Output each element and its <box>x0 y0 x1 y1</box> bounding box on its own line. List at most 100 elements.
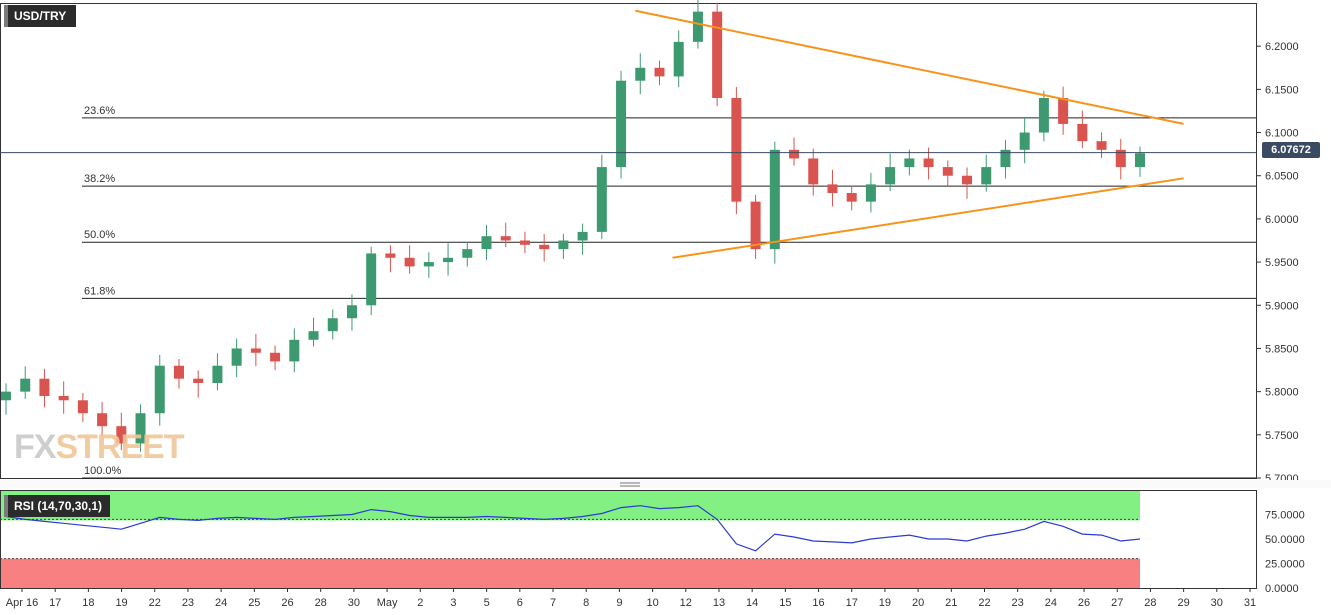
watermark: FXSTREET <box>14 428 185 467</box>
time-tick-label: 13 <box>713 597 725 609</box>
candle-body <box>789 149 800 159</box>
price-tick-label: 5.8500 <box>1265 343 1299 355</box>
time-tick-label: 3 <box>450 597 456 609</box>
time-tick-label: 18 <box>82 597 94 609</box>
candle-body <box>519 240 530 245</box>
candle-body <box>116 426 127 444</box>
time-tick-label: 25 <box>248 597 260 609</box>
candle-body <box>327 318 338 332</box>
candle-body <box>846 193 857 202</box>
candle-body <box>616 80 627 168</box>
candle-body <box>962 175 973 185</box>
candle-body <box>77 400 88 414</box>
candle-body <box>462 249 473 258</box>
candle-body <box>539 244 550 250</box>
candle-body <box>1135 153 1145 168</box>
price-pane <box>0 3 1257 479</box>
rsi-tick-label: 0.0000 <box>1265 583 1299 595</box>
candle-body <box>1077 123 1088 142</box>
time-tick-label: 30 <box>1211 597 1223 609</box>
price-tick-label: 5.9000 <box>1265 300 1299 312</box>
time-tick-label: May <box>377 597 398 609</box>
candle-body <box>385 253 396 258</box>
price-tick-label: 6.1500 <box>1265 84 1299 96</box>
candle-body <box>885 167 896 185</box>
candle-body <box>250 348 261 353</box>
candle-body <box>500 236 511 241</box>
price-tick-label: 5.8000 <box>1265 387 1299 399</box>
time-tick-label: 22 <box>149 597 161 609</box>
rsi-line <box>5 505 1141 552</box>
time-tick-label: 24 <box>215 597 227 609</box>
rsi-oversold-zone <box>1 558 1140 588</box>
triangle-resistance-line <box>635 9 1184 125</box>
candle-body <box>20 378 31 392</box>
candle-body <box>731 98 742 202</box>
rsi-tick-label: 25.0000 <box>1265 559 1305 571</box>
candle-body <box>212 365 223 383</box>
candle-body <box>423 262 434 267</box>
candle-body <box>769 149 780 250</box>
time-tick-label: 2 <box>417 597 423 609</box>
candle-body <box>673 41 684 77</box>
candle-body <box>135 413 146 444</box>
candle-body <box>1 391 11 401</box>
time-tick-label: 29 <box>1177 597 1189 609</box>
pane-divider <box>0 480 1331 488</box>
time-tick-label: 27 <box>1111 597 1123 609</box>
symbol-label: USD/TRY <box>4 5 77 27</box>
time-tick-label: 23 <box>182 597 194 609</box>
time-tick-label: 26 <box>1078 597 1090 609</box>
time-tick-label: 14 <box>746 597 758 609</box>
time-tick-label: 10 <box>646 597 658 609</box>
candle-body <box>270 352 281 362</box>
time-tick-label: 19 <box>879 597 891 609</box>
time-tick-label: 21 <box>945 597 957 609</box>
candle-body <box>1058 98 1069 124</box>
candle-body <box>808 158 819 185</box>
candle-body <box>712 11 723 98</box>
price-tick-label: 6.2000 <box>1265 41 1299 53</box>
time-tick-label: 23 <box>1012 597 1024 609</box>
candle-body <box>231 348 242 366</box>
candle-body <box>1096 141 1107 150</box>
time-tick-label: Apr 16 <box>6 597 38 609</box>
time-tick-label: 17 <box>49 597 61 609</box>
candle-body <box>942 167 953 176</box>
candle-body <box>1000 149 1011 168</box>
fibonacci-label: 50.0% <box>84 229 115 241</box>
time-tick-label: 22 <box>978 597 990 609</box>
fibonacci-label: 38.2% <box>84 173 115 185</box>
time-tick-label: 16 <box>812 597 824 609</box>
candle-body <box>827 184 838 193</box>
price-tick-label: 5.7500 <box>1265 430 1299 442</box>
rsi-tick-label: 50.0000 <box>1265 534 1305 546</box>
candle-body <box>750 201 761 250</box>
price-tick-label: 6.1000 <box>1265 128 1299 140</box>
time-tick-label: 19 <box>115 597 127 609</box>
candle-body <box>58 395 69 401</box>
rsi-tick-label: 75.0000 <box>1265 510 1305 522</box>
candle-body <box>1019 132 1030 150</box>
candle-body <box>596 167 607 232</box>
rsi-indicator-label: RSI (14,70,30,1) <box>4 495 111 517</box>
candle-body <box>635 67 646 81</box>
candle-body <box>865 184 876 202</box>
time-tick-label: 5 <box>484 597 490 609</box>
candle-body <box>39 378 50 396</box>
time-tick-label: 20 <box>912 597 924 609</box>
candle-body <box>1115 149 1126 168</box>
time-tick-label: 6 <box>517 597 523 609</box>
triangle-support-line <box>672 177 1184 259</box>
candle-body <box>97 413 108 427</box>
time-tick-label: 12 <box>680 597 692 609</box>
candle-body <box>289 339 300 362</box>
candle-body <box>981 167 992 185</box>
rsi-overbought-zone <box>1 491 1140 521</box>
time-tick-label: 8 <box>583 597 589 609</box>
candle-body <box>692 11 703 42</box>
time-tick-label: 26 <box>281 597 293 609</box>
time-tick-label: 30 <box>348 597 360 609</box>
candle-body <box>654 67 665 77</box>
